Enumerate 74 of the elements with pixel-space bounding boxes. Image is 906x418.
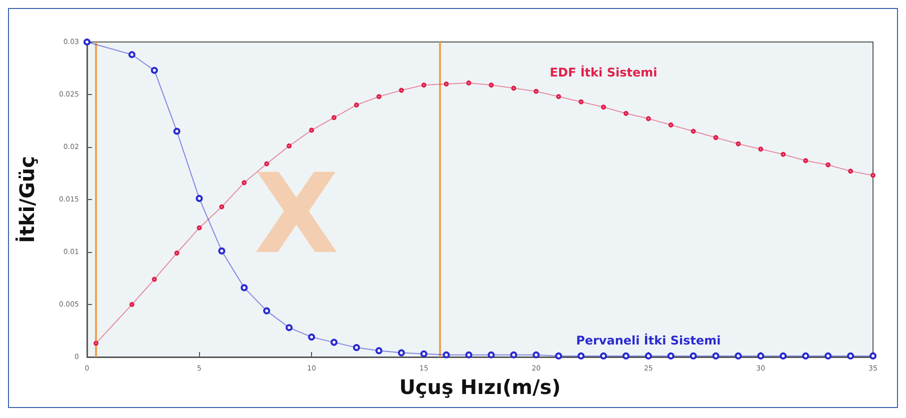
- point: [398, 349, 405, 356]
- annotation: X: [254, 150, 339, 278]
- point: [398, 88, 404, 93]
- point: [286, 143, 292, 148]
- point: [848, 168, 854, 174]
- point: [758, 146, 764, 152]
- point: [556, 94, 562, 100]
- point: [713, 135, 718, 140]
- point: [870, 172, 876, 178]
- point: [286, 324, 293, 332]
- point: [128, 51, 136, 58]
- point: [690, 352, 697, 360]
- point: [510, 351, 518, 358]
- point: [578, 352, 585, 360]
- series-label: EDF İtki Sistemi: [550, 64, 658, 80]
- point: [623, 110, 628, 116]
- point: [780, 152, 786, 157]
- x-axis-title: Uçuş Hızı(m/s): [399, 375, 561, 399]
- point: [534, 88, 539, 94]
- point: [129, 302, 134, 307]
- point: [330, 338, 338, 346]
- point: [668, 122, 674, 128]
- point: [757, 352, 764, 360]
- point: [219, 204, 224, 210]
- point: [712, 352, 720, 360]
- point: [332, 115, 337, 120]
- point: [354, 102, 359, 108]
- point: [218, 247, 226, 254]
- point: [93, 340, 98, 346]
- point: [847, 352, 854, 360]
- point: [376, 94, 382, 100]
- point: [444, 82, 449, 86]
- point: [174, 250, 180, 256]
- point: [578, 99, 584, 104]
- point: [375, 347, 382, 354]
- point: [600, 352, 608, 360]
- point: [309, 128, 314, 133]
- point: [465, 351, 472, 358]
- point: [734, 352, 742, 360]
- point: [421, 82, 426, 88]
- point: [196, 194, 203, 202]
- point: [152, 276, 157, 282]
- point: [173, 128, 180, 135]
- point: [555, 352, 562, 360]
- point: [442, 351, 450, 358]
- point: [240, 284, 248, 292]
- point: [803, 158, 808, 164]
- point: [308, 334, 316, 341]
- point: [646, 116, 651, 122]
- point: [622, 352, 630, 360]
- series-label: Pervaneli İtki Sistemi: [576, 332, 721, 348]
- point: [242, 180, 247, 186]
- point: [736, 141, 741, 146]
- point: [601, 104, 606, 110]
- point: [488, 351, 495, 358]
- point: [644, 352, 652, 360]
- point: [263, 307, 270, 314]
- point: [826, 162, 831, 168]
- point: [488, 82, 494, 88]
- point: [264, 161, 270, 166]
- y-axis-title: İtki/Güç: [15, 156, 39, 243]
- point: [667, 352, 674, 360]
- point: [511, 86, 516, 91]
- point: [802, 352, 810, 360]
- point: [780, 352, 787, 360]
- point: [824, 352, 832, 360]
- point: [532, 351, 540, 358]
- point: [690, 128, 696, 134]
- point: [466, 80, 472, 86]
- point: [870, 352, 876, 360]
- point: [150, 66, 158, 74]
- point: [352, 344, 360, 352]
- point: [420, 350, 428, 358]
- point: [196, 225, 202, 230]
